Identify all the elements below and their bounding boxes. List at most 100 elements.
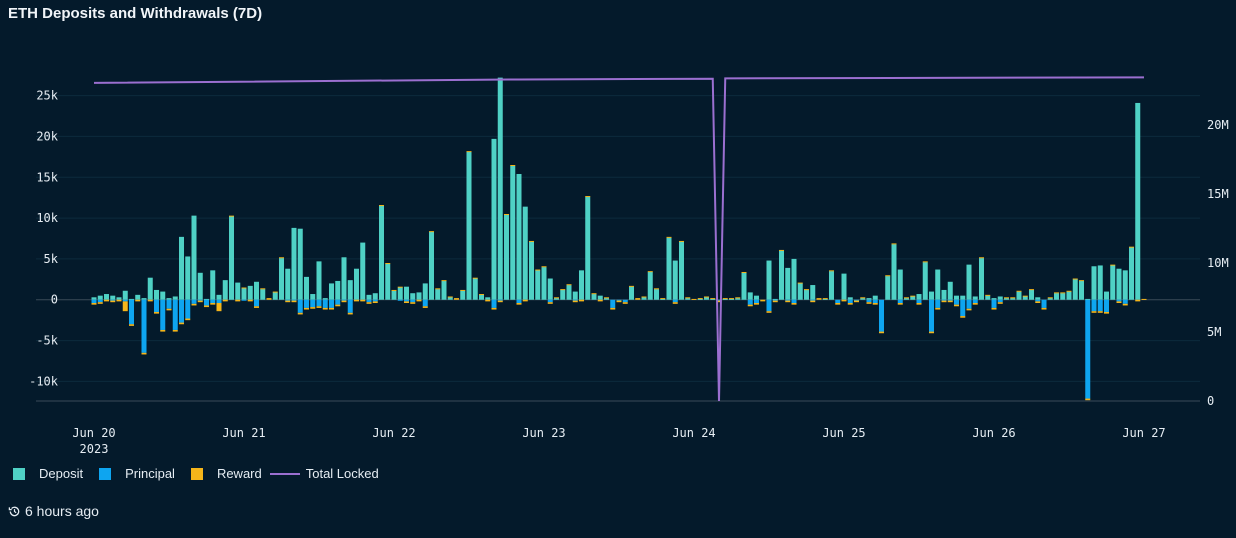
reward-bar bbox=[716, 300, 722, 303]
deposit-bar bbox=[522, 206, 528, 300]
reward-bar bbox=[591, 293, 597, 295]
deposit-bar bbox=[216, 294, 222, 300]
deposit-bar bbox=[660, 298, 666, 300]
reward-bar bbox=[416, 299, 422, 302]
deposit-bar bbox=[235, 282, 241, 300]
principal-bar bbox=[810, 299, 816, 301]
reward-bar bbox=[535, 269, 541, 271]
principal-bar bbox=[785, 299, 791, 301]
reward-bar bbox=[229, 215, 234, 217]
principal-bar bbox=[122, 299, 128, 302]
principal-bar bbox=[129, 299, 134, 325]
principal-bar bbox=[241, 299, 247, 301]
reward-bar bbox=[697, 298, 703, 300]
deposit-bar bbox=[860, 298, 866, 300]
y-left-tick-label: 25k bbox=[36, 89, 58, 103]
reward-bar bbox=[485, 299, 491, 302]
reward-bar bbox=[760, 299, 766, 302]
deposit-bar bbox=[972, 296, 978, 300]
legend-item-deposit[interactable]: Deposit bbox=[13, 466, 83, 481]
y-right-tick-label: 10M bbox=[1207, 256, 1229, 270]
legend-item-principal[interactable]: Principal bbox=[99, 466, 175, 481]
principal-bar bbox=[622, 299, 628, 303]
bars bbox=[91, 77, 1147, 401]
deposit-bar bbox=[904, 298, 909, 300]
deposit-bar bbox=[529, 241, 534, 300]
reward-bar bbox=[941, 300, 947, 303]
principal-bar bbox=[897, 299, 903, 304]
reward-bar bbox=[141, 352, 147, 355]
reward-bar bbox=[1110, 264, 1116, 266]
reward-bar bbox=[722, 298, 728, 300]
updated-text: 6 hours ago bbox=[25, 503, 99, 519]
reward-bar bbox=[397, 286, 403, 288]
reward-bar bbox=[879, 331, 884, 334]
principal-bar bbox=[1091, 299, 1097, 312]
deposit-bar bbox=[1047, 298, 1053, 300]
deposit-bar bbox=[741, 272, 747, 300]
x-tick-label: Jun 22 bbox=[372, 426, 415, 440]
reward-bar bbox=[210, 303, 216, 305]
principal-bar bbox=[766, 299, 772, 312]
reward-bar bbox=[272, 291, 278, 293]
principal-bar bbox=[916, 299, 922, 304]
principal-bar bbox=[716, 299, 722, 301]
reward-bar bbox=[922, 261, 928, 263]
reward-bar bbox=[791, 303, 797, 305]
reward-bar bbox=[1041, 307, 1047, 310]
reward-bar bbox=[379, 205, 384, 207]
deposit-bar bbox=[291, 227, 297, 300]
principal-bar bbox=[322, 299, 328, 308]
reward-bar bbox=[422, 306, 428, 308]
reward-bar bbox=[622, 302, 628, 304]
reward-bar bbox=[522, 299, 528, 302]
principal-bar bbox=[866, 299, 872, 303]
deposit-bar bbox=[1129, 247, 1134, 300]
principal-bar bbox=[310, 299, 316, 308]
legend-label: Total Locked bbox=[305, 466, 379, 481]
deposit-bar bbox=[222, 280, 228, 300]
principal-bar bbox=[572, 299, 578, 301]
deposits-withdrawals-chart: -10k -5k 0 5k 10k 15k 20k 25k 0 5M 10M 15M 20M Jun … bbox=[29, 76, 1229, 456]
deposit-bar bbox=[335, 280, 341, 300]
deposit-bar bbox=[722, 298, 728, 300]
y-right-tick-label: 5M bbox=[1207, 325, 1221, 339]
principal-bar bbox=[772, 299, 778, 301]
legend-item-total-locked[interactable]: Total Locked bbox=[269, 466, 379, 481]
deposit-bar bbox=[535, 270, 541, 300]
deposit-bar bbox=[666, 237, 672, 300]
deposit-bar bbox=[385, 263, 391, 300]
reward-bar bbox=[1022, 295, 1028, 297]
deposit-bar bbox=[591, 294, 597, 300]
reward-bar bbox=[172, 329, 178, 332]
reward-bar bbox=[460, 289, 466, 291]
reward-bar bbox=[510, 165, 516, 167]
deposit-bar bbox=[954, 295, 959, 300]
principal-bar bbox=[197, 299, 203, 301]
reward-bar bbox=[241, 287, 247, 289]
deposit-bar bbox=[735, 298, 741, 300]
reward-bar bbox=[179, 322, 184, 325]
deposit-bar bbox=[1035, 297, 1041, 300]
deposit-bar bbox=[347, 280, 353, 300]
deposit-bar bbox=[941, 289, 947, 300]
reward-bar bbox=[804, 289, 809, 291]
principal-bar bbox=[835, 299, 841, 304]
deposit-bar bbox=[1060, 293, 1066, 300]
deposit-bar bbox=[810, 285, 816, 300]
principal-bar bbox=[372, 299, 378, 302]
deposit-bar bbox=[241, 288, 247, 300]
x-tick-label: Jun 27 bbox=[1122, 426, 1165, 440]
reward-bar bbox=[641, 296, 647, 298]
reward-bar bbox=[541, 266, 547, 268]
deposit-bar bbox=[579, 270, 584, 300]
legend-item-reward[interactable]: Reward bbox=[190, 466, 262, 481]
reward-bar bbox=[685, 297, 691, 299]
deposit-bar bbox=[947, 281, 953, 300]
reward-bar bbox=[1004, 297, 1009, 299]
deposit-bar bbox=[1004, 298, 1009, 300]
reward-bar bbox=[260, 288, 266, 290]
deposit-bar bbox=[516, 173, 522, 300]
deposit-bar bbox=[841, 273, 847, 300]
reward-bar bbox=[779, 249, 784, 251]
